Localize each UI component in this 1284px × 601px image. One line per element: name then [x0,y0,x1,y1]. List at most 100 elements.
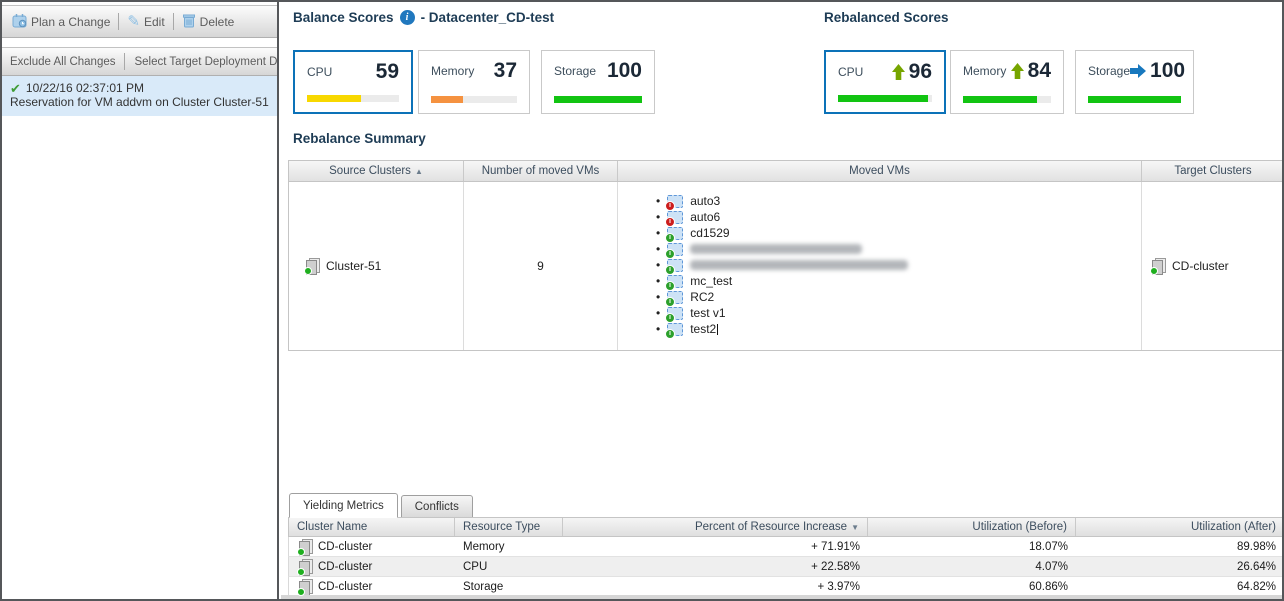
rebalanced-storage-bar [1088,96,1181,103]
target-cluster-name[interactable]: CD-cluster [1172,259,1229,273]
vm-list-item[interactable]: RC2 [656,289,1141,307]
cluster-name-cell: CD-cluster [289,577,455,596]
tab-conflicts[interactable]: Conflicts [400,495,473,518]
utilization-after-cell: 89.98% [1236,540,1276,553]
exclude-all-changes-label: Exclude All Changes [10,55,116,68]
tab-yielding-metrics[interactable]: Yielding Metrics [289,493,398,518]
column-header-resource-type[interactable]: Resource Type [455,518,563,536]
moved-vms-cell: auto3 auto6 cd1529 mc_test RC2 test v1 t… [618,182,1142,350]
vm-icon-powered-on [665,290,684,307]
resource-type-cell: Memory [463,540,505,553]
balance-memory-value: 37 [493,59,517,82]
metrics-table-header: Cluster Name Resource Type Percent of Re… [288,517,1282,537]
column-header-target-clusters[interactable]: Target Clusters [1174,165,1252,177]
delete-button[interactable]: Delete [182,13,234,31]
vm-icon-powered-on [665,274,684,291]
metrics-table-row[interactable]: CD-cluster Memory + 71.91% 18.07% 89.98% [288,537,1282,557]
datacenter-name: - Datacenter_CD-test [420,10,555,25]
percent-increase-cell: + 3.97% [817,580,860,593]
vm-icon-powered-on [665,226,684,243]
rebalanced-cpu-label: CPU [838,64,864,79]
utilization-before-cell: 18.07% [1028,540,1068,553]
trash-icon [182,13,196,31]
cluster-name-cell: CD-cluster [289,537,455,556]
vm-icon-powered-on [665,306,684,323]
right-arrow-icon [1130,63,1147,78]
vm-list-item-redacted[interactable] [656,257,1141,275]
percent-increase-cell: + 71.91% [811,540,860,553]
column-header-percent-increase[interactable]: Percent of Resource Increase ▼ [563,518,868,536]
bottom-scroll-strip[interactable] [281,595,1282,599]
resource-type-cell: Storage [463,580,504,593]
cluster-icon [297,538,313,556]
calendar-icon [12,13,27,31]
column-header-source-clusters[interactable]: Source Clusters ▲ [289,161,464,181]
vm-list-item-redacted[interactable] [656,241,1141,259]
edit-label: Edit [143,14,165,29]
edit-pencil-icon: ✎ [127,13,140,30]
edit-button[interactable]: ✎ Edit [127,14,164,29]
rebalanced-cpu-bar [838,95,932,102]
balance-scores-header: Balance Scores i - Datacenter_CD-test [293,10,554,25]
cluster-icon [297,578,313,596]
column-header-moved-vms[interactable]: Moved VMs [618,161,1142,181]
select-target-deployment-label: Select Target Deployment Da [134,55,279,68]
main-panel: Balance Scores i - Datacenter_CD-test Re… [281,2,1282,599]
info-icon[interactable]: i [399,10,415,25]
utilization-before-cell: 60.86% [1028,580,1068,593]
metrics-table-row[interactable]: CD-cluster CPU + 22.58% 4.07% 26.64% [288,557,1282,577]
balance-memory-bar [431,96,517,103]
redacted-vm-name [690,260,909,270]
vm-icon-powered-off [665,194,684,211]
vm-name-with-cursor: test2 [690,322,717,336]
rebalanced-scores-title: Rebalanced Scores [824,10,949,25]
column-header-utilization-after[interactable]: Utilization (After) [1191,521,1276,533]
column-header-utilization-before[interactable]: Utilization (Before) [868,518,1076,536]
balance-cpu-bar [307,95,399,102]
plan-item-description: Reservation for VM addvm on Cluster Clus… [10,95,269,109]
vm-icon-powered-off [665,210,684,227]
summary-table-row[interactable]: Cluster-51 9 auto3 auto6 cd1529 mc_test … [289,182,1282,350]
rebalanced-card-memory[interactable]: Memory 84 [950,50,1064,114]
rebalanced-storage-label: Storage [1088,63,1131,78]
vm-list-item[interactable]: mc_test [656,273,1141,291]
bottom-tabs: Yielding Metrics Conflicts [289,493,473,518]
rebalance-summary-header: Rebalance Summary [293,131,426,146]
balance-card-storage[interactable]: Storage 100 [541,50,655,114]
rebalanced-memory-bar [963,96,1051,103]
exclude-all-changes-button[interactable]: Exclude All Changes [10,56,115,68]
cluster-icon [297,558,313,576]
select-target-deployment-button[interactable]: Select Target Deployment Da [134,55,279,68]
balance-storage-label: Storage [554,63,597,78]
source-cluster-name[interactable]: Cluster-51 [326,259,382,273]
vm-icon-powered-on [665,322,684,339]
plan-a-change-button[interactable]: Plan a Change [12,13,110,31]
vm-list-item[interactable]: cd1529 [656,225,1141,243]
vm-list-item[interactable]: auto6 [656,209,1141,227]
balance-card-cpu[interactable]: CPU 59 [293,50,413,114]
column-header-moved-vm-count[interactable]: Number of moved VMs [464,161,618,181]
vm-list-item[interactable]: test2 [656,321,1141,339]
toolbar-separator [118,13,120,30]
plan-a-change-label: Plan a Change [31,14,111,29]
redacted-vm-name [690,244,863,254]
vm-list-item[interactable]: auto3 [656,193,1141,211]
vm-list-item[interactable]: test v1 [656,305,1141,323]
cluster-icon [1150,258,1166,275]
rebalanced-memory-value: 84 [1027,59,1051,82]
rebalanced-storage-value: 100 [1150,59,1186,82]
toolbar-separator [124,53,126,70]
metrics-table-row[interactable]: CD-cluster Storage + 3.97% 60.86% 64.82% [288,577,1282,597]
toolbar-separator [172,13,174,30]
rebalanced-card-storage[interactable]: Storage 100 [1075,50,1194,114]
column-header-cluster-name[interactable]: Cluster Name [289,518,455,536]
vm-icon-powered-on [665,242,684,259]
rebalanced-card-cpu[interactable]: CPU 96 [824,50,946,114]
balance-storage-value: 100 [606,59,642,82]
balance-card-memory[interactable]: Memory 37 [418,50,530,114]
moved-vm-count-cell: 9 [464,182,618,350]
sort-descending-icon: ▼ [851,522,859,532]
check-icon: ✔ [10,80,21,96]
sort-ascending-icon: ▲ [414,166,423,176]
plan-list-item-selected[interactable]: ✔ 10/22/16 02:37:01 PM Reservation for V… [2,76,277,116]
